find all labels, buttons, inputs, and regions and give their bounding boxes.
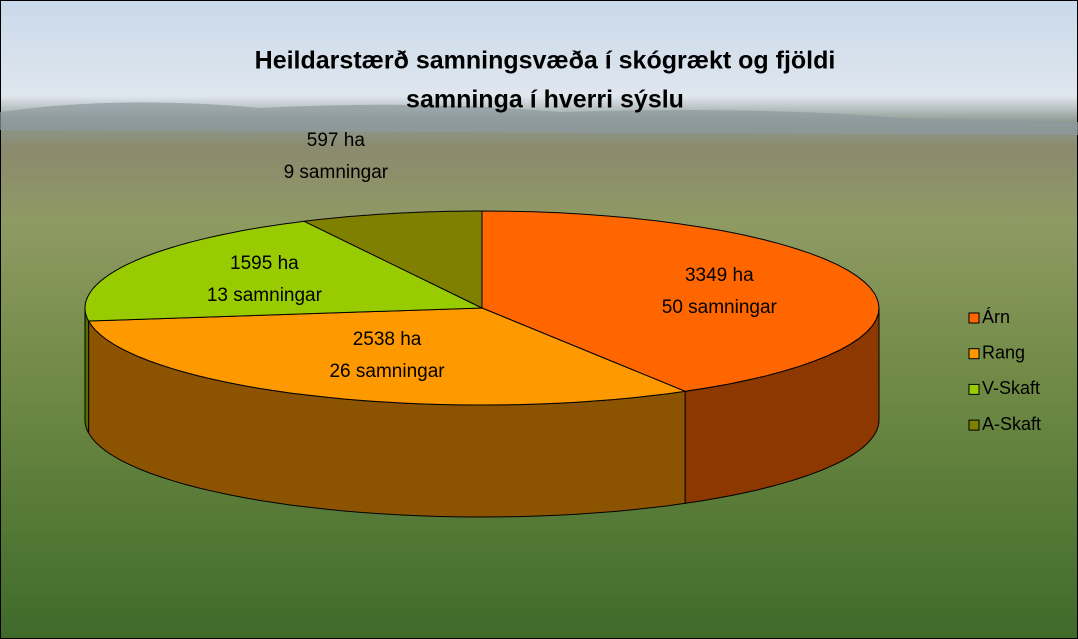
pie-slice: [84, 220, 483, 322]
legend-label: A-Skaft: [982, 414, 1041, 434]
legend-label: Rang: [982, 342, 1025, 362]
chart-title: samninga í hverri sýslu: [406, 86, 684, 114]
legend-label: Árn: [982, 307, 1010, 327]
legend-swatch: [968, 312, 980, 324]
legend-swatch: [968, 348, 980, 360]
data-label: 9 samningar: [284, 162, 389, 183]
data-label: 3349 ha: [685, 265, 754, 286]
data-label: 13 samningar: [207, 285, 323, 306]
legend-label: V-Skaft: [982, 378, 1040, 398]
pie-slice: [87, 307, 687, 406]
legend-swatch: [968, 383, 980, 395]
pie-slice: [481, 210, 880, 392]
pie-slice: [302, 210, 483, 309]
data-label: 50 samningar: [662, 297, 778, 318]
data-label: 1595 ha: [230, 253, 299, 274]
hills: [0, 102, 1078, 135]
data-label: 2538 ha: [353, 329, 422, 350]
data-label: 26 samningar: [329, 361, 445, 382]
data-label: 597 ha: [307, 130, 366, 151]
legend-swatch: [968, 419, 980, 431]
chart-title: Heildarstærð samningsvæða í skógrækt og …: [255, 47, 836, 75]
pie-side: [84, 308, 90, 434]
